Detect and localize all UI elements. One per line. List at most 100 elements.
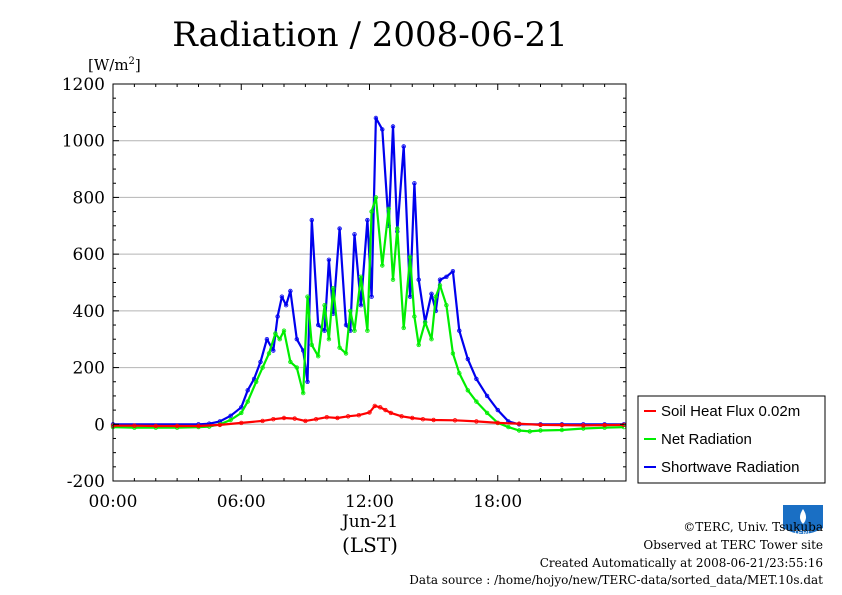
data-point-soil-heat-flux-0-02m [292,416,297,421]
data-point-net-radiation [484,410,490,416]
data-point-net-radiation [331,286,336,291]
data-point-net-radiation [450,351,456,356]
data-point-soil-heat-flux-0-02m [410,415,415,421]
data-point-soil-heat-flux-0-02m [516,421,522,426]
data-point-net-radiation [581,426,586,431]
data-point-soil-heat-flux-0-02m [399,414,404,419]
data-point-shortwave-radiation [373,115,379,121]
data-point-net-radiation [444,303,449,308]
data-point-shortwave-radiation [239,405,244,410]
data-point-net-radiation [416,342,421,348]
y-tick-label: -200 [67,472,105,492]
data-point-net-radiation [277,337,282,342]
data-point-soil-heat-flux-0-02m [281,415,287,421]
data-point-soil-heat-flux-0-02m [581,423,586,428]
data-point-soil-heat-flux-0-02m [313,417,319,422]
y-tick-label: 600 [73,245,105,265]
data-point-shortwave-radiation [365,217,370,223]
data-point-shortwave-radiation [309,217,314,223]
data-point-soil-heat-flux-0-02m [372,403,377,409]
footer-source: Data source : /home/hojyo/new/TERC-data/… [409,573,823,587]
legend-box [637,395,826,484]
data-point-shortwave-radiation [305,379,310,384]
data-point-soil-heat-flux-0-02m [260,418,265,424]
series-line-net-radiation [112,196,624,433]
data-point-net-radiation [369,209,374,214]
data-point-shortwave-radiation [437,277,443,282]
data-point-soil-heat-flux-0-02m [378,405,383,410]
y-tick-label: 200 [73,359,105,379]
data-point-shortwave-radiation [465,356,470,362]
data-point-net-radiation [288,359,293,365]
y-axis-label-sup: 2 [129,56,135,67]
legend-item-net-radiation: Net Radiation [644,431,752,448]
data-point-shortwave-radiation [245,388,250,393]
y-tick-label: 1000 [62,132,105,152]
data-point-soil-heat-flux-0-02m [196,423,201,429]
data-point-soil-heat-flux-0-02m [174,423,180,429]
data-point-soil-heat-flux-0-02m [239,420,244,426]
x-axis-date-label: Jun-21 [340,512,398,532]
data-point-soil-heat-flux-0-02m [602,422,607,428]
y-axis-label: [W/m2] [88,56,141,74]
data-point-shortwave-radiation [380,127,385,132]
data-point-net-radiation [437,283,443,288]
data-point-net-radiation [474,399,479,404]
data-point-shortwave-radiation [275,314,280,319]
data-point-shortwave-radiation [337,226,342,231]
y-axis-label-close: ] [135,56,141,74]
data-point-net-radiation [429,337,434,342]
data-point-net-radiation [457,371,462,376]
data-point-net-radiation [326,337,332,342]
data-point-soil-heat-flux-0-02m [495,420,500,426]
data-point-soil-heat-flux-0-02m [356,413,361,418]
data-point-shortwave-radiation [279,294,285,299]
data-point-net-radiation [373,195,379,200]
data-point-shortwave-radiation [416,277,421,282]
data-point-net-radiation [305,294,310,299]
data-point-shortwave-radiation [326,257,332,262]
data-point-net-radiation [316,354,321,359]
data-point-shortwave-radiation [390,124,396,129]
data-point-soil-heat-flux-0-02m [431,417,436,423]
footer-created: Created Automatically at 2008-06-21/23:5… [540,556,823,570]
data-point-net-radiation [294,365,299,370]
terc-logo-text: TERC [793,530,812,537]
data-point-soil-heat-flux-0-02m [388,410,394,416]
data-point-shortwave-radiation [264,337,270,342]
data-point-net-radiation [422,320,428,325]
data-point-net-radiation [506,424,511,430]
data-point-shortwave-radiation [401,144,406,149]
data-point-soil-heat-flux-0-02m [345,414,351,419]
x-tick-label: 12:00 [345,492,394,512]
data-point-shortwave-radiation [322,328,327,333]
x-tick-label: 00:00 [89,492,138,512]
series-line-soil-heat-flux-0-02m [113,404,624,428]
x-axis-label: (LST) [342,533,398,557]
series-line-shortwave-radiation [113,116,624,426]
data-point-shortwave-radiation [484,393,490,399]
data-point-net-radiation [380,263,385,268]
data-point-soil-heat-flux-0-02m [367,410,372,415]
y-tick-label: 1200 [62,75,105,95]
data-point-net-radiation [245,399,250,404]
data-point-net-radiation [352,328,357,333]
data-point-shortwave-radiation [316,322,321,328]
data-point-net-radiation [301,390,306,396]
data-point-soil-heat-flux-0-02m [303,418,308,424]
data-point-net-radiation [386,206,391,211]
data-point-net-radiation [281,328,287,333]
data-point-shortwave-radiation [444,274,449,279]
data-point-net-radiation [337,345,342,350]
data-point-net-radiation [407,254,413,260]
terc-logo-drop-icon [800,509,806,524]
data-point-net-radiation [239,410,244,416]
data-point-net-radiation [538,428,543,433]
x-tick-label: 18:00 [473,492,522,512]
data-point-shortwave-radiation [294,337,299,342]
data-point-shortwave-radiation [258,359,263,365]
data-point-soil-heat-flux-0-02m [335,415,340,421]
data-point-shortwave-radiation [474,376,479,382]
data-point-net-radiation [516,428,522,433]
data-point-shortwave-radiation [429,291,434,296]
